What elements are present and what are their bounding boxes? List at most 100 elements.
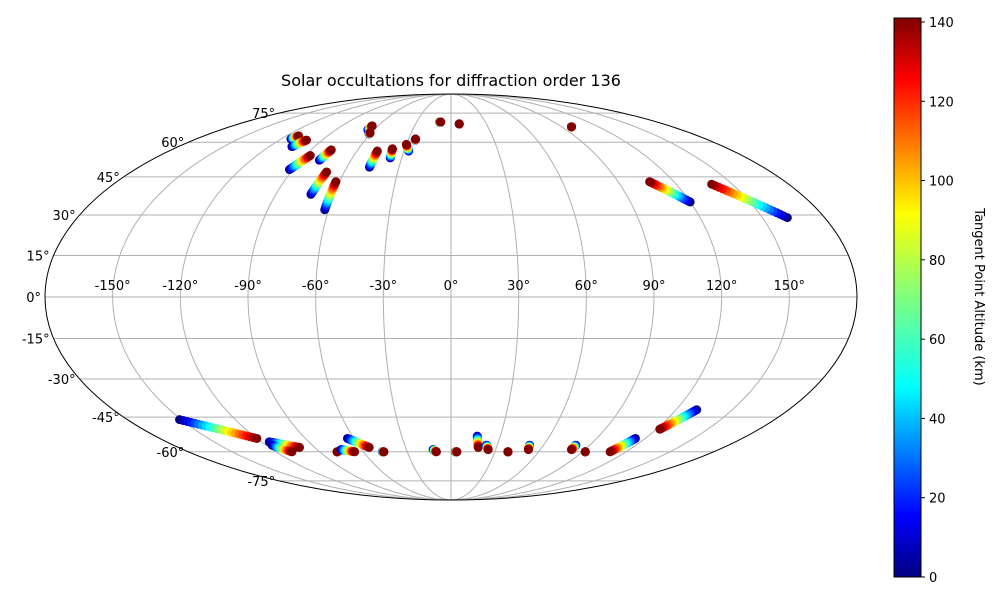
occultation-track (566, 440, 581, 455)
occultation-track (454, 119, 464, 129)
colorbar-tick-label: 80 (929, 254, 946, 269)
track-point (326, 145, 336, 155)
longitude-tick-label: -150° (95, 279, 131, 294)
occultation-track (267, 440, 297, 457)
occultation-track (175, 415, 262, 443)
occultation-tracks (175, 117, 792, 457)
latitude-tick-label: -30° (48, 373, 76, 388)
track-point (350, 447, 360, 457)
occultation-track (645, 177, 695, 207)
longitude-tick-label: 150° (774, 279, 805, 294)
track-point (401, 139, 411, 149)
colorbar-tick-label: 40 (929, 412, 946, 427)
colorbar-tick-label: 120 (929, 95, 954, 110)
occultation-track (523, 440, 535, 455)
track-point (364, 442, 374, 452)
track-point (567, 122, 577, 132)
longitude-tick-label: -30° (369, 279, 397, 294)
occultation-track (365, 146, 382, 172)
longitude-tick-label: 60° (575, 279, 598, 294)
longitude-tick-labels: -150° -120° -90° -60° -30° 0° 30° 60° 90° 120° 150… (95, 279, 805, 294)
latitude-tick-label: 45° (97, 171, 120, 186)
track-point (436, 117, 446, 127)
occultation-track (481, 440, 493, 455)
occultation-track (435, 117, 446, 127)
occultation-track (314, 145, 336, 165)
colorbar-tick-label: 20 (929, 492, 946, 507)
occultation-track (364, 128, 375, 139)
track-point (605, 447, 615, 457)
track-point (287, 447, 297, 457)
track-point (431, 447, 441, 457)
latitude-tick-label: 60° (161, 136, 184, 151)
track-point (523, 445, 533, 455)
track-point (301, 135, 311, 145)
track-point (252, 433, 262, 443)
latitude-tick-label: -15° (22, 333, 50, 348)
track-point (580, 447, 590, 457)
occultation-track (336, 445, 360, 457)
track-point (707, 179, 717, 189)
latitude-tick-label: -75° (247, 475, 275, 490)
track-point (379, 447, 389, 457)
longitude-tick-label: 0° (444, 279, 459, 294)
occultation-track (306, 167, 332, 199)
occultation-track (287, 135, 311, 152)
occultation-track (580, 447, 590, 457)
track-point (305, 151, 315, 161)
colorbar-label: Tangent Point Altitude (km) (971, 207, 986, 385)
track-point (503, 447, 513, 457)
colorbar-ticks: 0 20 40 60 80 100 120 140 (921, 16, 954, 586)
longitude-tick-label: 30° (507, 279, 530, 294)
track-point (454, 119, 464, 129)
occultation-track (284, 151, 315, 175)
occultation-track (472, 431, 483, 452)
colorbar: 0 20 40 60 80 100 120 140 Tangent Point Altitud… (893, 16, 986, 586)
track-point (295, 442, 305, 452)
track-point (452, 447, 462, 457)
track-point (645, 177, 655, 187)
occultation-track (385, 144, 397, 163)
track-point (473, 442, 483, 452)
longitude-tick-label: 90° (642, 279, 665, 294)
occultation-track (567, 122, 577, 132)
occultation-track (503, 447, 513, 457)
latitude-tick-label: 75° (252, 107, 275, 122)
globe-outline (44, 93, 858, 501)
track-point (483, 445, 493, 455)
colorbar-tick-label: 140 (929, 16, 954, 31)
latitude-tick-label: -60° (157, 446, 185, 461)
colorbar-gradient (893, 17, 922, 578)
latitude-tick-label: 15° (27, 249, 50, 264)
latitude-tick-label: 30° (53, 209, 76, 224)
graticule-grid (45, 94, 857, 500)
occultation-track (428, 445, 441, 457)
occultation-track (605, 433, 640, 457)
track-point (331, 177, 341, 187)
colorbar-tick-label: 0 (929, 571, 937, 586)
occultation-track (342, 433, 374, 452)
occultation-track (655, 405, 702, 434)
track-point (322, 167, 332, 177)
longitude-tick-label: -90° (234, 279, 262, 294)
occultation-track (401, 139, 414, 156)
latitude-tick-labels: -75° -60° -45° -30° -15° 0° 15° 30° 45° 60° 75° (22, 107, 275, 490)
occultation-track (707, 179, 792, 223)
track-point (372, 146, 382, 156)
latitude-tick-label: -45° (92, 411, 120, 426)
track-point (387, 144, 397, 154)
longitude-tick-label: 120° (706, 279, 737, 294)
latitude-tick-label: 0° (26, 291, 41, 306)
track-point (655, 424, 665, 434)
track-point (411, 134, 421, 144)
colorbar-tick-label: 60 (929, 333, 946, 348)
chart-title: Solar occultations for diffraction order… (281, 71, 621, 90)
longitude-tick-label: -120° (162, 279, 198, 294)
track-point (365, 128, 375, 138)
track-point (367, 121, 377, 131)
occultation-track (410, 134, 421, 145)
occultation-track (320, 177, 341, 215)
occultation-track (377, 447, 389, 457)
longitude-tick-label: -60° (302, 279, 330, 294)
